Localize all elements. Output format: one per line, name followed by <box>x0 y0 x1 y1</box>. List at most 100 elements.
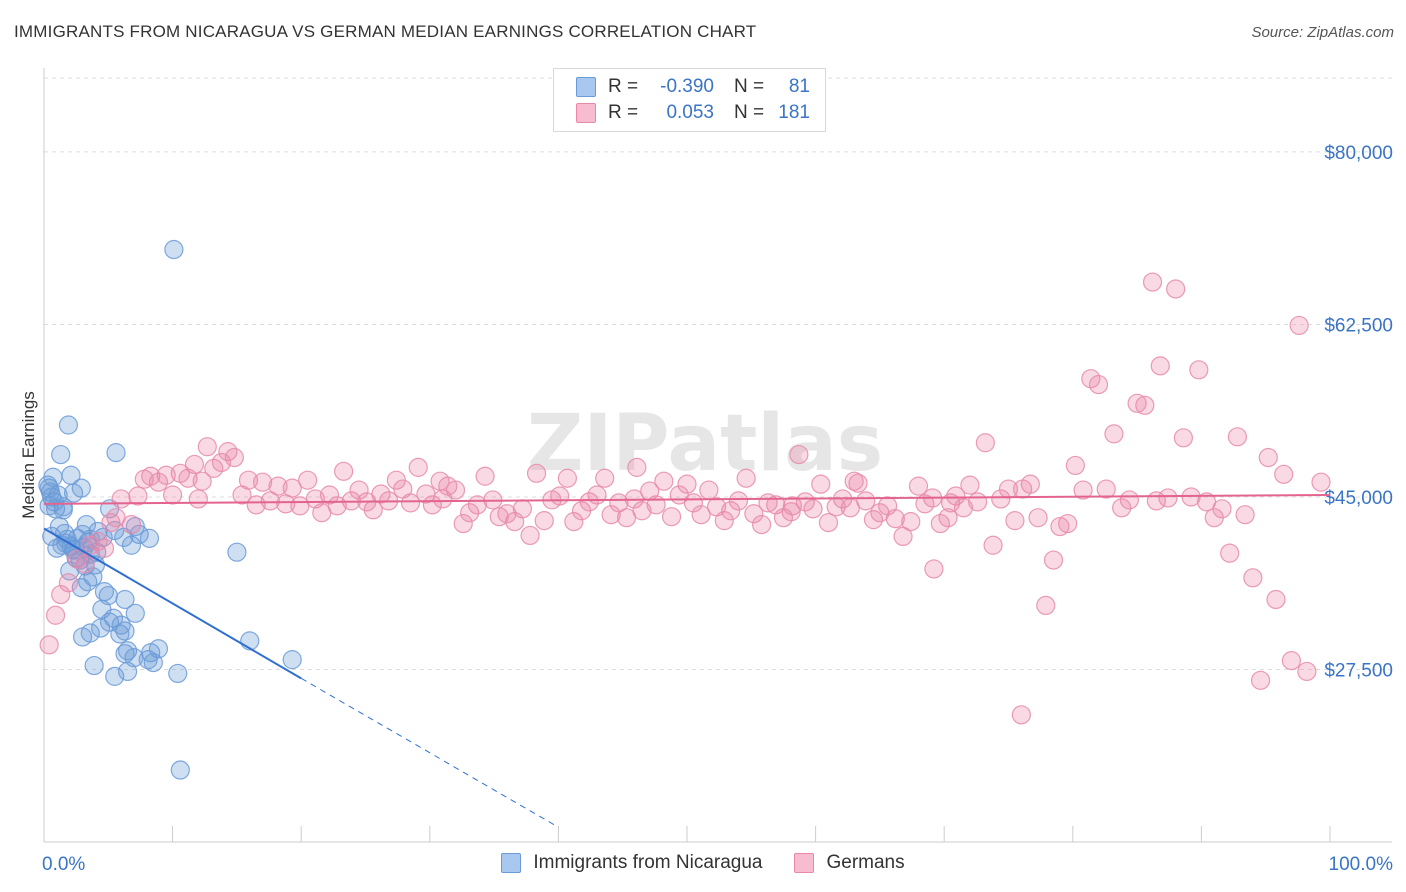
germans-point <box>1142 272 1163 292</box>
stats-legend-row-germans: R = 0.053 N = 181 <box>576 101 810 125</box>
germans-point <box>1297 661 1317 682</box>
germans-point <box>1112 498 1132 518</box>
germans-point <box>736 468 756 488</box>
nicaragua-point <box>115 621 135 641</box>
nicaragua-point <box>164 239 184 260</box>
germans-point <box>1150 356 1170 376</box>
nicaragua-point <box>76 514 97 535</box>
germans-point <box>489 507 509 527</box>
y-tick-label: $80,000 <box>1324 143 1393 164</box>
legend-label-nicaragua: Immigrants from Nicaragua <box>533 852 763 873</box>
germans-point <box>1088 374 1109 395</box>
germans-point <box>260 491 280 511</box>
legend-item-germans[interactable]: Germans <box>794 852 905 874</box>
germans-point <box>197 437 217 457</box>
germans-point <box>901 512 921 532</box>
r-value: -0.390 <box>660 76 714 97</box>
germans-point <box>893 526 913 547</box>
germans-point <box>45 605 66 625</box>
germans-point <box>1050 516 1070 537</box>
nicaragua-point <box>71 478 91 498</box>
germans-point <box>579 492 599 512</box>
nicaragua-point <box>121 535 142 555</box>
germans-point <box>587 485 607 505</box>
germans-trend-line <box>43 493 1331 505</box>
germans-point <box>721 501 741 521</box>
germans-point <box>1258 447 1278 468</box>
germans-point <box>282 478 302 498</box>
germans-point <box>751 514 772 535</box>
germans-point <box>58 573 79 593</box>
nicaragua-point <box>139 528 160 548</box>
nicaragua-swatch <box>576 77 596 97</box>
germans-point <box>141 466 161 486</box>
nicaragua-trend-line <box>43 527 302 680</box>
germans-point <box>184 454 205 475</box>
germans-point <box>111 489 131 509</box>
germans-point <box>204 458 224 478</box>
germans-point <box>400 493 421 513</box>
germans-point <box>94 538 115 558</box>
nicaragua-point <box>168 663 188 684</box>
nicaragua-point <box>170 760 190 780</box>
nicaragua-point <box>115 589 135 610</box>
germans-point <box>557 468 578 488</box>
germans-point <box>781 502 801 522</box>
n-label: N = <box>734 76 765 97</box>
nicaragua-point <box>53 500 73 520</box>
x-tick-label-max: 100.0% <box>1329 854 1394 875</box>
germans-point <box>1119 490 1139 510</box>
y-tick-label: $27,500 <box>1324 660 1393 681</box>
watermark-logo: ZIPatlas <box>527 399 883 489</box>
n-value: 181 <box>778 102 810 123</box>
germans-point <box>156 465 176 485</box>
germans-point <box>534 511 554 531</box>
nicaragua-point <box>138 650 158 670</box>
germans-point <box>334 461 354 481</box>
germans-point <box>319 485 340 505</box>
legend-item-nicaragua[interactable]: Immigrants from Nicaragua <box>501 852 762 874</box>
germans-point <box>789 444 809 465</box>
germans-point <box>1065 455 1085 476</box>
germans-point <box>661 507 682 527</box>
germans-point <box>51 584 71 605</box>
nicaragua-point <box>106 443 126 463</box>
germans-point <box>1274 464 1294 484</box>
germans-point <box>1028 508 1048 528</box>
germans-point <box>497 504 517 524</box>
germans-point <box>238 470 259 490</box>
germans-point <box>714 511 734 531</box>
germans-point <box>991 489 1011 509</box>
nicaragua-point <box>71 578 91 598</box>
germans-point <box>1189 360 1209 380</box>
germans-point <box>1043 550 1064 570</box>
germans-point <box>975 433 995 453</box>
nicaragua-point <box>227 542 247 562</box>
germans-point <box>654 471 674 491</box>
germans-point <box>795 492 815 512</box>
germans-point <box>121 514 142 535</box>
stats-legend-row-nicaragua: R = -0.390 N = 81 <box>576 75 810 99</box>
germans-point <box>1036 595 1056 616</box>
germans-point <box>1073 480 1093 500</box>
germans-point <box>211 452 232 473</box>
legend-label-germans: Germans <box>826 852 905 873</box>
nicaragua-point <box>117 661 138 682</box>
nicaragua-point <box>240 631 260 651</box>
germans-point <box>953 498 974 518</box>
germans-point <box>983 535 1003 555</box>
germans-point <box>371 484 391 504</box>
germans-point <box>960 475 980 495</box>
germans-point <box>75 554 95 574</box>
germans-point <box>691 505 711 525</box>
germans-point <box>782 496 803 516</box>
germans-point <box>128 486 148 506</box>
germans-legend-swatch <box>794 853 815 873</box>
germans-point <box>646 495 666 515</box>
nicaragua-point <box>143 652 163 673</box>
y-tick-label: $62,500 <box>1324 315 1393 336</box>
germans-point <box>1005 511 1025 531</box>
germans-point <box>39 635 59 655</box>
n-value: 81 <box>788 76 810 97</box>
germans-point <box>885 509 905 529</box>
